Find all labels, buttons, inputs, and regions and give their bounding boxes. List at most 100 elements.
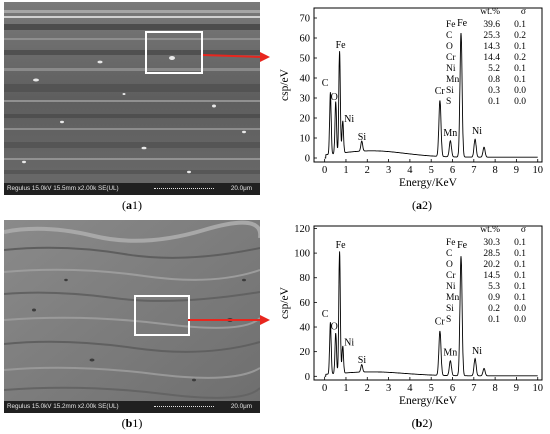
spectrum-line xyxy=(324,251,538,377)
peak-label: O xyxy=(331,321,338,332)
table-element: Si xyxy=(446,86,454,96)
table-wt-value: 5.3 xyxy=(488,282,500,292)
y-tick-label: 40 xyxy=(300,74,311,85)
panel-label-b2: (b2) xyxy=(411,416,433,430)
peak-label: Fe xyxy=(457,240,468,251)
table-element: Mn xyxy=(446,293,459,303)
y-axis-label: csp/eV xyxy=(279,286,291,319)
peak-label: Mn xyxy=(443,128,457,139)
spectrum-line xyxy=(324,32,538,159)
table-sigma-value: 0.0 xyxy=(514,315,526,325)
peak-label: Ni xyxy=(472,126,482,137)
peak-label: C xyxy=(322,309,329,320)
sem-image-b1: Regulus 15.0kV 15.2mm x2.00k SE(UL) 20.0… xyxy=(4,220,260,413)
x-tick-label: 1 xyxy=(343,383,348,394)
y-tick-label: 80 xyxy=(300,273,311,284)
scale-dots-b1 xyxy=(154,406,214,408)
table-wt-value: 14.3 xyxy=(483,42,500,52)
table-wt-value: 0.1 xyxy=(488,315,500,325)
table-header-wt: wt.% xyxy=(480,225,500,235)
table-header-sigma: σ xyxy=(521,7,526,17)
table-wt-value: 0.3 xyxy=(488,86,500,96)
peak-label: O xyxy=(331,92,338,103)
x-tick-label: 4 xyxy=(407,165,413,176)
table-element: Ni xyxy=(446,64,456,74)
table-wt-value: 14.4 xyxy=(483,53,500,63)
y-tick-label: 70 xyxy=(300,14,311,25)
table-wt-value: 0.2 xyxy=(488,304,500,314)
x-tick-label: 2 xyxy=(365,383,370,394)
table-sigma-value: 0.1 xyxy=(514,20,526,30)
peak-label: Fe xyxy=(336,40,347,51)
x-tick-label: 8 xyxy=(492,383,497,394)
y-tick-label: 60 xyxy=(300,298,311,309)
y-tick-label: 100 xyxy=(294,249,310,260)
sem-info-bar-a1: Regulus 15.0kV 15.5mm x2.00k SE(UL) 20.0… xyxy=(4,183,260,195)
table-element: Si xyxy=(446,304,454,314)
x-axis-label: Energy/KeV xyxy=(399,177,458,189)
roi-box-a1 xyxy=(145,31,203,74)
table-sigma-value: 0.1 xyxy=(514,293,526,303)
y-tick-label: 30 xyxy=(300,94,311,105)
eds-chart-b2: 0 1 2 3 4 5 6 7 8 9 10020406080100120Energy/KeVcsp… xyxy=(279,224,543,407)
peak-label: Si xyxy=(358,132,367,143)
table-element: S xyxy=(446,97,451,107)
table-element: C xyxy=(446,31,452,41)
sem-info-a1: Regulus 15.0kV 15.5mm x2.00k SE(UL) xyxy=(7,185,119,192)
table-element: C xyxy=(446,249,452,259)
y-tick-label: 0 xyxy=(305,154,310,165)
x-tick-label: 0 xyxy=(322,383,327,394)
table-sigma-value: 0.0 xyxy=(514,304,526,314)
table-element: O xyxy=(446,260,453,270)
x-tick-label: 10 xyxy=(532,165,543,176)
table-sigma-value: 0.1 xyxy=(514,249,526,259)
y-tick-label: 50 xyxy=(300,54,311,65)
peak-label: Ni xyxy=(344,114,354,125)
plot-frame xyxy=(313,7,543,163)
table-wt-value: 20.2 xyxy=(483,260,500,270)
x-axis-label: Energy/KeV xyxy=(399,395,458,407)
panel-label-b1: (b1) xyxy=(121,416,143,430)
table-sigma-value: 0.1 xyxy=(514,75,526,85)
peak-label: Fe xyxy=(336,240,347,251)
y-tick-label: 0 xyxy=(305,372,310,383)
sem-info-b1: Regulus 15.0kV 15.2mm x2.00k SE(UL) xyxy=(7,403,119,410)
eds-chart-a2: 0 1 2 3 4 5 6 7 8 9 10 0 10 20 30 40 50 60 70 Energy/KeV csp… xyxy=(279,7,543,189)
table-wt-value: 30.3 xyxy=(483,238,500,248)
x-tick-label: 8 xyxy=(492,165,497,176)
y-tick-label: 20 xyxy=(300,347,311,358)
scale-label-b1: 20.0μm xyxy=(230,403,252,410)
table-sigma-value: 0.1 xyxy=(514,271,526,281)
x-tick-label: 2 xyxy=(365,165,370,176)
peak-label: Mn xyxy=(443,347,457,358)
peak-label: Cr xyxy=(435,86,446,97)
table-wt-value: 14.5 xyxy=(483,271,500,281)
x-tick-label: 5 xyxy=(429,165,434,176)
table-wt-value: 28.5 xyxy=(483,249,500,259)
sem-texture-a1 xyxy=(4,2,260,195)
table-wt-value: 39.6 xyxy=(483,20,500,30)
y-tick-label: 20 xyxy=(300,114,311,125)
table-wt-value: 0.8 xyxy=(488,75,500,85)
y-tick-label: 120 xyxy=(294,224,310,235)
x-tick-label: 3 xyxy=(386,165,391,176)
table-wt-value: 0.9 xyxy=(488,293,500,303)
table-element: O xyxy=(446,42,453,52)
x-tick-label: 6 xyxy=(450,383,455,394)
x-tick-label: 7 xyxy=(471,383,476,394)
table-element: S xyxy=(446,315,451,325)
table-sigma-value: 0.0 xyxy=(514,86,526,96)
scale-label-a1: 20.0μm xyxy=(230,185,252,192)
table-wt-value: 0.1 xyxy=(488,97,500,107)
x-tick-label: 9 xyxy=(514,165,519,176)
table-sigma-value: 0.1 xyxy=(514,42,526,52)
x-tick-label: 10 xyxy=(532,383,543,394)
y-tick-label: 60 xyxy=(300,34,311,45)
y-tick-label: 40 xyxy=(300,323,311,334)
peak-label: C xyxy=(322,78,329,89)
table-wt-value: 5.2 xyxy=(488,64,500,74)
x-tick-label: 3 xyxy=(386,383,391,394)
y-axis-label: csp/eV xyxy=(279,68,291,101)
peak-label: Ni xyxy=(344,338,354,349)
roi-box-b1 xyxy=(134,295,190,336)
